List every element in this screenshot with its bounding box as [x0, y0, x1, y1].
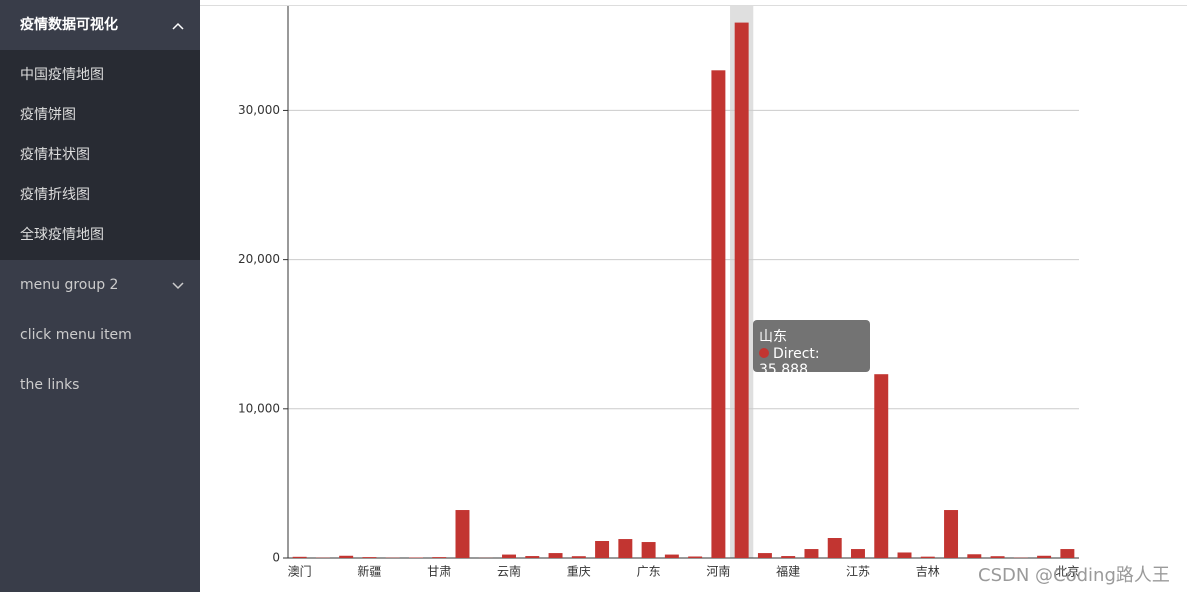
bar: [711, 70, 726, 558]
menu-item[interactable]: 中国疫情地图: [20, 67, 104, 83]
menu-group-title: 疫情数据可视化: [20, 17, 118, 33]
tooltip-title: 山东: [759, 329, 787, 345]
x-tick-label: 重庆: [567, 565, 591, 579]
x-tick-label: 云南: [497, 564, 521, 579]
bar: [455, 510, 470, 558]
menu-item[interactable]: 全球疫情地图: [20, 227, 104, 243]
bar: [851, 549, 865, 558]
x-tick-label: 新疆: [357, 564, 381, 579]
top-border: [200, 5, 1187, 6]
x-tick-label: 澳门: [288, 564, 312, 579]
tooltip: 山东 Direct: 35,888: [753, 320, 870, 378]
y-tick-label: 30,000: [238, 103, 280, 117]
bar: [502, 554, 516, 558]
bar: [944, 510, 959, 558]
bar: [688, 556, 703, 558]
menu-group[interactable]: menu group 2: [0, 260, 200, 310]
bar: [967, 554, 982, 558]
tooltip-line: Direct: 35,888: [759, 346, 864, 378]
tooltip-value: Direct: 35,888: [759, 346, 820, 378]
x-tick-label: 吉林: [916, 565, 940, 579]
bar: [339, 555, 354, 558]
links: click menu item the links: [0, 310, 200, 410]
bar: [897, 552, 912, 558]
y-tick-label: 20,000: [238, 252, 280, 266]
chevron-up: [172, 22, 184, 30]
menu-item[interactable]: 疫情饼图: [20, 107, 76, 123]
tooltip-dot: [759, 348, 769, 358]
bar: [548, 553, 563, 558]
bar: [595, 540, 610, 558]
x-tick-label: 北京: [1055, 565, 1079, 579]
y-tick-label: 0: [272, 551, 280, 565]
menu-group[interactable]: 疫情数据可视化: [0, 0, 200, 50]
x-tick-label: 广东: [637, 565, 661, 579]
bar: [990, 556, 1005, 558]
sidebar: 疫情数据可视化 中国疫情地图 疫情饼图疫情柱状图疫情折线图全球疫情地图 menu …: [0, 0, 200, 592]
menu-group-title: menu group 2: [20, 277, 119, 293]
bar: [525, 556, 540, 558]
x-tick-label: 甘肃: [427, 565, 451, 579]
bar: [804, 549, 819, 558]
watermark: CSDN @Coding路人王: [978, 565, 1170, 586]
menu-item[interactable]: 疫情折线图: [20, 187, 90, 203]
bar: [618, 539, 633, 558]
menu-item[interactable]: 疫情柱状图: [20, 147, 90, 163]
bar: [664, 554, 679, 558]
menu-link[interactable]: click menu item: [20, 327, 132, 343]
bar: [920, 556, 935, 558]
menu-link[interactable]: the links: [20, 377, 80, 393]
bar: [432, 557, 447, 558]
bar: [362, 557, 377, 558]
bar: [734, 22, 749, 558]
x-tick-label: 江苏: [846, 565, 870, 579]
bar: [292, 556, 307, 558]
bar: [781, 556, 796, 558]
bar: [641, 542, 656, 558]
chevron-down: [172, 282, 184, 290]
bar: [1037, 555, 1052, 558]
bar: [571, 556, 586, 558]
x-tick-label: 河南: [706, 564, 730, 579]
y-tick-label: 10,000: [238, 401, 280, 415]
bar: [1060, 549, 1075, 558]
bar: [757, 553, 772, 558]
x-tick-label: 福建: [776, 564, 800, 579]
bar: [827, 538, 842, 558]
submenu: 中国疫情地图 疫情饼图疫情柱状图疫情折线图全球疫情地图: [0, 50, 200, 260]
bar: [874, 374, 889, 558]
